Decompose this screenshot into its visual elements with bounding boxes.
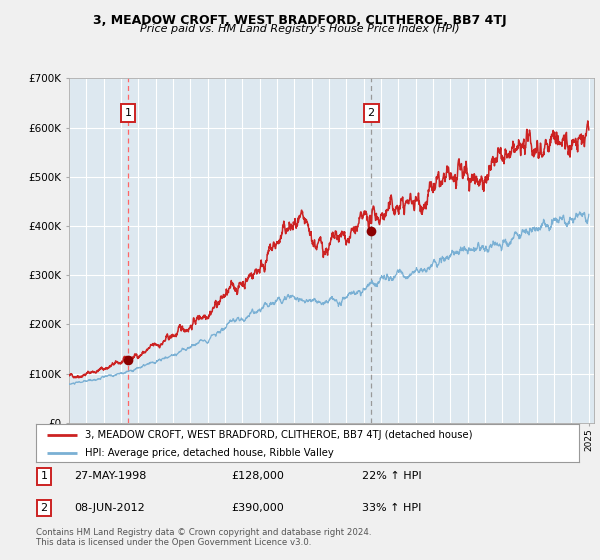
Text: 3, MEADOW CROFT, WEST BRADFORD, CLITHEROE, BB7 4TJ: 3, MEADOW CROFT, WEST BRADFORD, CLITHERO… [93,14,507,27]
Text: £390,000: £390,000 [232,503,284,513]
Text: 27-MAY-1998: 27-MAY-1998 [74,472,146,482]
Text: 1: 1 [41,472,47,482]
Text: 08-JUN-2012: 08-JUN-2012 [74,503,145,513]
Text: 1: 1 [125,108,131,118]
Text: Price paid vs. HM Land Registry's House Price Index (HPI): Price paid vs. HM Land Registry's House … [140,24,460,34]
Text: 22% ↑ HPI: 22% ↑ HPI [362,472,421,482]
Text: £128,000: £128,000 [232,472,284,482]
Text: 3, MEADOW CROFT, WEST BRADFORD, CLITHEROE, BB7 4TJ (detached house): 3, MEADOW CROFT, WEST BRADFORD, CLITHERO… [85,430,472,440]
Text: HPI: Average price, detached house, Ribble Valley: HPI: Average price, detached house, Ribb… [85,448,334,458]
Text: 33% ↑ HPI: 33% ↑ HPI [362,503,421,513]
Text: 2: 2 [368,108,375,118]
Text: Contains HM Land Registry data © Crown copyright and database right 2024.
This d: Contains HM Land Registry data © Crown c… [36,528,371,547]
Text: 2: 2 [41,503,48,513]
